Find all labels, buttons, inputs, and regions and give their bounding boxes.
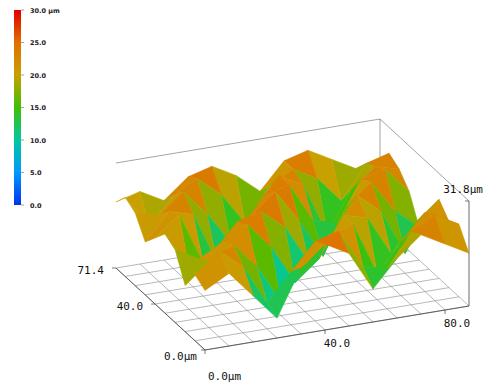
y-axis xyxy=(116,268,205,350)
x-axis xyxy=(205,306,469,350)
box-edge xyxy=(116,119,380,163)
y-tick-label: 40.0 xyxy=(117,300,144,313)
grid-line xyxy=(195,297,459,341)
x-tick xyxy=(325,330,326,334)
surface xyxy=(116,150,469,318)
x-tick-label: 80.0 xyxy=(444,317,471,330)
surface-cell xyxy=(159,192,193,216)
color-bar-tick xyxy=(21,205,24,206)
x-tick xyxy=(445,310,446,314)
surface-cell xyxy=(377,232,411,273)
color-bar-label: 15.0 xyxy=(30,104,47,112)
surface-cell xyxy=(339,231,373,289)
color-bar-label: 0.0 xyxy=(30,202,42,210)
color-bar-label: 30.0 µm xyxy=(30,7,60,15)
color-bar-label: 5.0 xyxy=(30,169,42,177)
y-tick xyxy=(151,304,155,305)
color-bar-tick xyxy=(21,42,24,43)
color-bar-tick xyxy=(21,75,24,76)
color-bar-label: 10.0 xyxy=(30,137,47,145)
color-bar-tick xyxy=(21,10,24,11)
surface-cell xyxy=(363,259,397,289)
y-tick xyxy=(201,350,205,351)
color-bar-tick xyxy=(21,107,24,108)
z-tick xyxy=(465,201,469,202)
grid-line xyxy=(185,288,449,332)
color-bar-tick xyxy=(21,140,24,141)
surface-cell xyxy=(195,251,229,291)
chart: 30.0 µm 25.0 20.0 15.0 10.0 5.0 0.0 0.0µm 40.0 80… xyxy=(0,0,489,391)
color-bar-label: 25.0 xyxy=(30,39,47,47)
x-tick-label: 40.0 xyxy=(324,337,351,350)
grid-line xyxy=(175,278,439,322)
x-tick xyxy=(205,350,206,354)
z-tick-label: 31.8µm xyxy=(443,183,483,196)
grid-line xyxy=(205,306,469,350)
color-bar xyxy=(14,10,21,205)
color-bar-label: 20.0 xyxy=(30,72,47,80)
z-axis xyxy=(469,201,470,306)
y-tick-label: 71.4 xyxy=(78,264,105,277)
surface-cell xyxy=(243,267,277,318)
y-tick xyxy=(112,268,116,269)
y-tick-label: 0.0µm xyxy=(164,350,197,363)
x-tick-label: 0.0µm xyxy=(208,370,241,383)
surface-cell xyxy=(291,242,325,272)
color-bar-tick xyxy=(21,172,24,173)
surface-cell xyxy=(315,231,349,253)
